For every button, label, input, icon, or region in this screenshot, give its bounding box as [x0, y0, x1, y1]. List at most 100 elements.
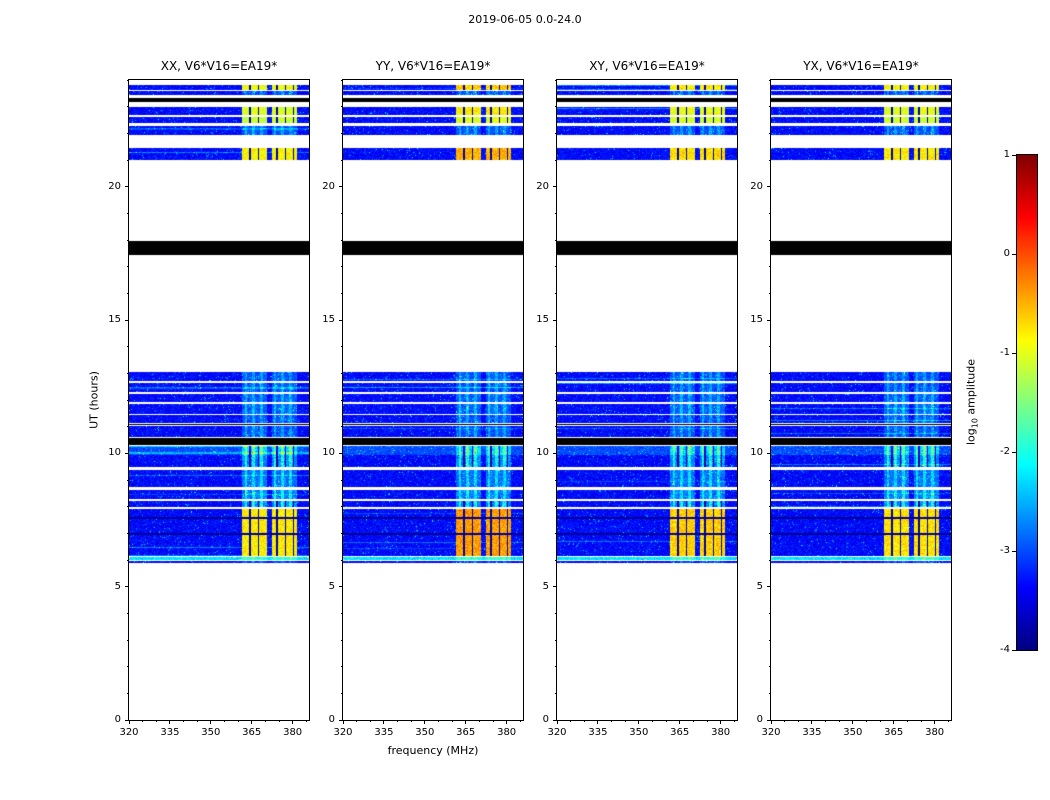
y-minor-tick [769, 239, 771, 241]
colorbar-label-suffix: amplitude [964, 358, 978, 419]
y-tick-label: 20 [750, 180, 763, 192]
y-minor-tick [769, 639, 771, 641]
y-tick-label: 10 [322, 447, 335, 459]
x-tick [893, 720, 895, 724]
y-tick [125, 586, 129, 588]
y-minor-tick [555, 692, 557, 694]
y-minor-tick [127, 212, 129, 214]
x-minor-tick [692, 720, 694, 722]
x-tick-label: 380 [283, 727, 303, 738]
x-tick [465, 720, 467, 724]
y-minor-tick [555, 292, 557, 294]
y-minor-tick [341, 292, 343, 294]
x-minor-tick [879, 720, 881, 722]
y-minor-tick [341, 106, 343, 108]
colorbar-tick [1012, 154, 1017, 156]
x-minor-tick [519, 720, 521, 722]
y-tick [339, 452, 343, 454]
x-minor-tick [920, 720, 922, 722]
x-tick-label: 350 [629, 727, 649, 738]
y-tick-label: 0 [756, 714, 763, 725]
x-tick [770, 720, 772, 724]
y-tick-label: 5 [328, 580, 335, 592]
panel-title-xy: XY, V6*V16=EA19* [589, 59, 705, 73]
x-tick-label: 350 [201, 727, 221, 738]
colorbar-tick [1012, 550, 1017, 552]
x-minor-tick [356, 720, 358, 722]
y-minor-tick [769, 372, 771, 374]
x-minor-tick [278, 720, 280, 722]
colorbar-tick-label: -2 [1000, 446, 1010, 457]
x-tick [934, 720, 936, 724]
x-minor-tick [142, 720, 144, 722]
y-minor-tick [555, 266, 557, 268]
y-tick [553, 186, 557, 188]
x-minor-tick [611, 720, 613, 722]
x-tick [679, 720, 681, 724]
y-minor-tick [127, 79, 129, 81]
x-tick [638, 720, 640, 724]
y-minor-tick [127, 559, 129, 561]
x-minor-tick [492, 720, 494, 722]
x-tick [720, 720, 722, 724]
y-minor-tick [127, 639, 129, 641]
y-tick-label: 20 [108, 180, 121, 192]
y-tick-label: 20 [536, 180, 549, 192]
y-minor-tick [555, 532, 557, 534]
y-tick [125, 452, 129, 454]
y-minor-tick [769, 506, 771, 508]
y-minor-tick [769, 666, 771, 668]
y-tick [553, 452, 557, 454]
colorbar-tick-label: -1 [1000, 347, 1010, 358]
colorbar-label-prefix: log [964, 428, 978, 446]
x-minor-tick [906, 720, 908, 722]
y-minor-tick [555, 159, 557, 161]
y-minor-tick [127, 506, 129, 508]
y-minor-tick [555, 106, 557, 108]
x-minor-tick [706, 720, 708, 722]
x-tick-label: 335 [802, 727, 822, 738]
y-minor-tick [341, 692, 343, 694]
colorbar-tick [1012, 451, 1017, 453]
x-tick-label: 335 [160, 727, 180, 738]
x-minor-tick [478, 720, 480, 722]
y-minor-tick [769, 399, 771, 401]
y-minor-tick [555, 372, 557, 374]
y-minor-tick [769, 292, 771, 294]
y-minor-tick [555, 639, 557, 641]
x-tick-label: 350 [415, 727, 435, 738]
y-minor-tick [341, 79, 343, 81]
x-minor-tick [733, 720, 735, 722]
y-minor-tick [555, 506, 557, 508]
x-minor-tick [797, 720, 799, 722]
y-tick [767, 586, 771, 588]
y-minor-tick [555, 79, 557, 81]
x-tick-label: 365 [456, 727, 476, 738]
y-minor-tick [769, 159, 771, 161]
x-tick [597, 720, 599, 724]
x-minor-tick [838, 720, 840, 722]
y-minor-tick [555, 212, 557, 214]
y-tick-label: 10 [750, 447, 763, 459]
y-minor-tick [127, 266, 129, 268]
x-tick [424, 720, 426, 724]
y-tick-label: 15 [108, 314, 121, 325]
y-minor-tick [341, 639, 343, 641]
x-tick [852, 720, 854, 724]
y-tick [125, 319, 129, 321]
panel-title-xx: XX, V6*V16=EA19* [160, 59, 278, 73]
y-minor-tick [127, 666, 129, 668]
panel-title-yy: YY, V6*V16=EA19* [375, 59, 491, 73]
spectrogram-panel-yy [342, 79, 524, 721]
y-tick-label: 0 [328, 714, 335, 725]
y-minor-tick [341, 239, 343, 241]
x-minor-tick [624, 720, 626, 722]
y-minor-tick [555, 346, 557, 348]
y-minor-tick [341, 212, 343, 214]
spectrogram-canvas-yy [343, 80, 523, 720]
x-tick-label: 380 [711, 727, 731, 738]
x-tick [251, 720, 253, 724]
y-minor-tick [127, 132, 129, 134]
y-tick-label: 0 [114, 714, 121, 725]
